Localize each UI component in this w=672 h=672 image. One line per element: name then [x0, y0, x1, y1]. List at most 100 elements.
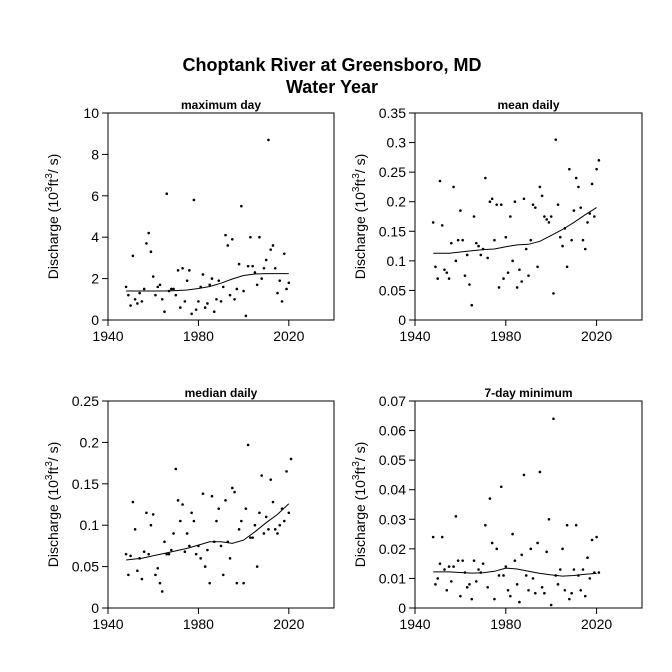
y-axis-label-part: Discharge (10	[45, 192, 61, 279]
data-point	[595, 167, 598, 171]
data-point	[445, 271, 449, 274]
chart-panel-min-7day: 7-day minimum 0 0.01 0.02 0.03 0.04 0.05 0.06 0.…	[351, 386, 643, 632]
y-axis-label-part: ft	[352, 179, 368, 187]
data-point	[511, 532, 514, 536]
data-point	[258, 235, 261, 239]
data-point	[506, 588, 510, 592]
data-point	[556, 203, 560, 206]
data-point	[434, 265, 437, 269]
data-point	[531, 577, 535, 580]
data-point	[280, 300, 284, 303]
y-tick-label: 0	[398, 600, 406, 616]
y-axis-label-part: Discharge (10	[45, 480, 61, 567]
x-tick-label: 1940	[92, 616, 123, 632]
data-point	[124, 552, 128, 556]
data-point	[192, 519, 196, 523]
data-point	[160, 590, 164, 593]
data-point	[565, 265, 569, 269]
data-point	[477, 244, 480, 248]
data-point	[570, 238, 573, 242]
data-point	[558, 235, 562, 239]
data-point	[529, 238, 533, 242]
data-point	[264, 515, 268, 519]
x-tick-label: 2020	[273, 328, 304, 344]
data-point	[219, 544, 223, 548]
data-point	[488, 497, 492, 500]
data-point	[179, 306, 182, 309]
data-point	[251, 264, 254, 268]
data-point	[474, 241, 478, 245]
data-point	[547, 221, 551, 224]
data-point	[461, 559, 464, 562]
data-point	[502, 277, 505, 280]
data-point	[540, 194, 544, 198]
data-point	[465, 253, 469, 257]
data-point	[233, 490, 236, 494]
y-tick-label: 0.2	[387, 194, 407, 210]
data-point	[240, 204, 243, 208]
data-point	[597, 159, 601, 162]
y-axis-label-sup: 3	[44, 461, 55, 467]
y-axis-label-sup: 3	[351, 173, 362, 179]
data-point	[269, 248, 273, 251]
data-point	[246, 264, 250, 268]
data-point	[194, 308, 198, 311]
y-tick-label: 10	[83, 105, 99, 121]
data-point	[167, 552, 171, 556]
data-point	[242, 581, 245, 585]
data-point	[572, 209, 576, 212]
data-point	[452, 185, 455, 189]
data-point	[497, 574, 501, 577]
data-point	[556, 583, 560, 586]
panel-subtitle: 7-day minimum	[484, 386, 572, 400]
x-tick-label: 1980	[490, 616, 521, 632]
data-point	[588, 212, 592, 215]
y-tick-label: 0.15	[379, 223, 406, 239]
data-point	[231, 237, 234, 241]
data-point	[228, 293, 232, 297]
data-point	[269, 478, 273, 481]
data-point	[431, 221, 435, 224]
data-point	[495, 547, 499, 551]
data-point	[251, 536, 254, 539]
data-point	[147, 231, 150, 235]
data-point	[484, 523, 487, 527]
figure-title-line1: Choptank River at Greensboro, MD	[182, 55, 481, 75]
data-point	[224, 233, 227, 237]
data-point	[450, 580, 453, 583]
data-point	[583, 594, 587, 598]
data-point	[215, 298, 218, 301]
data-point	[481, 562, 485, 565]
data-point	[133, 298, 137, 301]
y-tick-label: 8	[91, 146, 99, 162]
data-point	[237, 262, 241, 266]
data-point	[572, 568, 576, 571]
data-point	[527, 274, 530, 277]
data-point	[536, 541, 539, 545]
data-point	[509, 215, 512, 218]
data-point	[443, 568, 446, 571]
chart-panel-max-day: maximum day 0 2 4 6 8 10 1940 1980 2020 Discharge …	[44, 98, 335, 344]
data-point	[447, 277, 451, 280]
y-tick-label: 0.25	[72, 393, 99, 409]
data-point	[440, 224, 444, 227]
y-tick-label: 0.06	[379, 423, 406, 439]
data-point	[538, 470, 542, 474]
data-point	[461, 238, 464, 242]
data-point	[586, 221, 589, 224]
y-tick-label: 0.15	[72, 476, 99, 492]
data-point	[210, 494, 214, 498]
data-point	[459, 594, 462, 598]
plot-frame	[414, 400, 643, 609]
data-point	[463, 274, 467, 277]
data-point	[549, 215, 553, 218]
data-point	[260, 474, 263, 477]
data-point	[179, 519, 182, 523]
data-point	[468, 283, 471, 286]
y-tick-label: 0.35	[379, 105, 406, 121]
data-point	[581, 568, 585, 571]
y-axis-label: Discharge (103ft3/ s)	[351, 154, 368, 280]
data-point	[577, 185, 580, 189]
data-point	[586, 556, 589, 560]
